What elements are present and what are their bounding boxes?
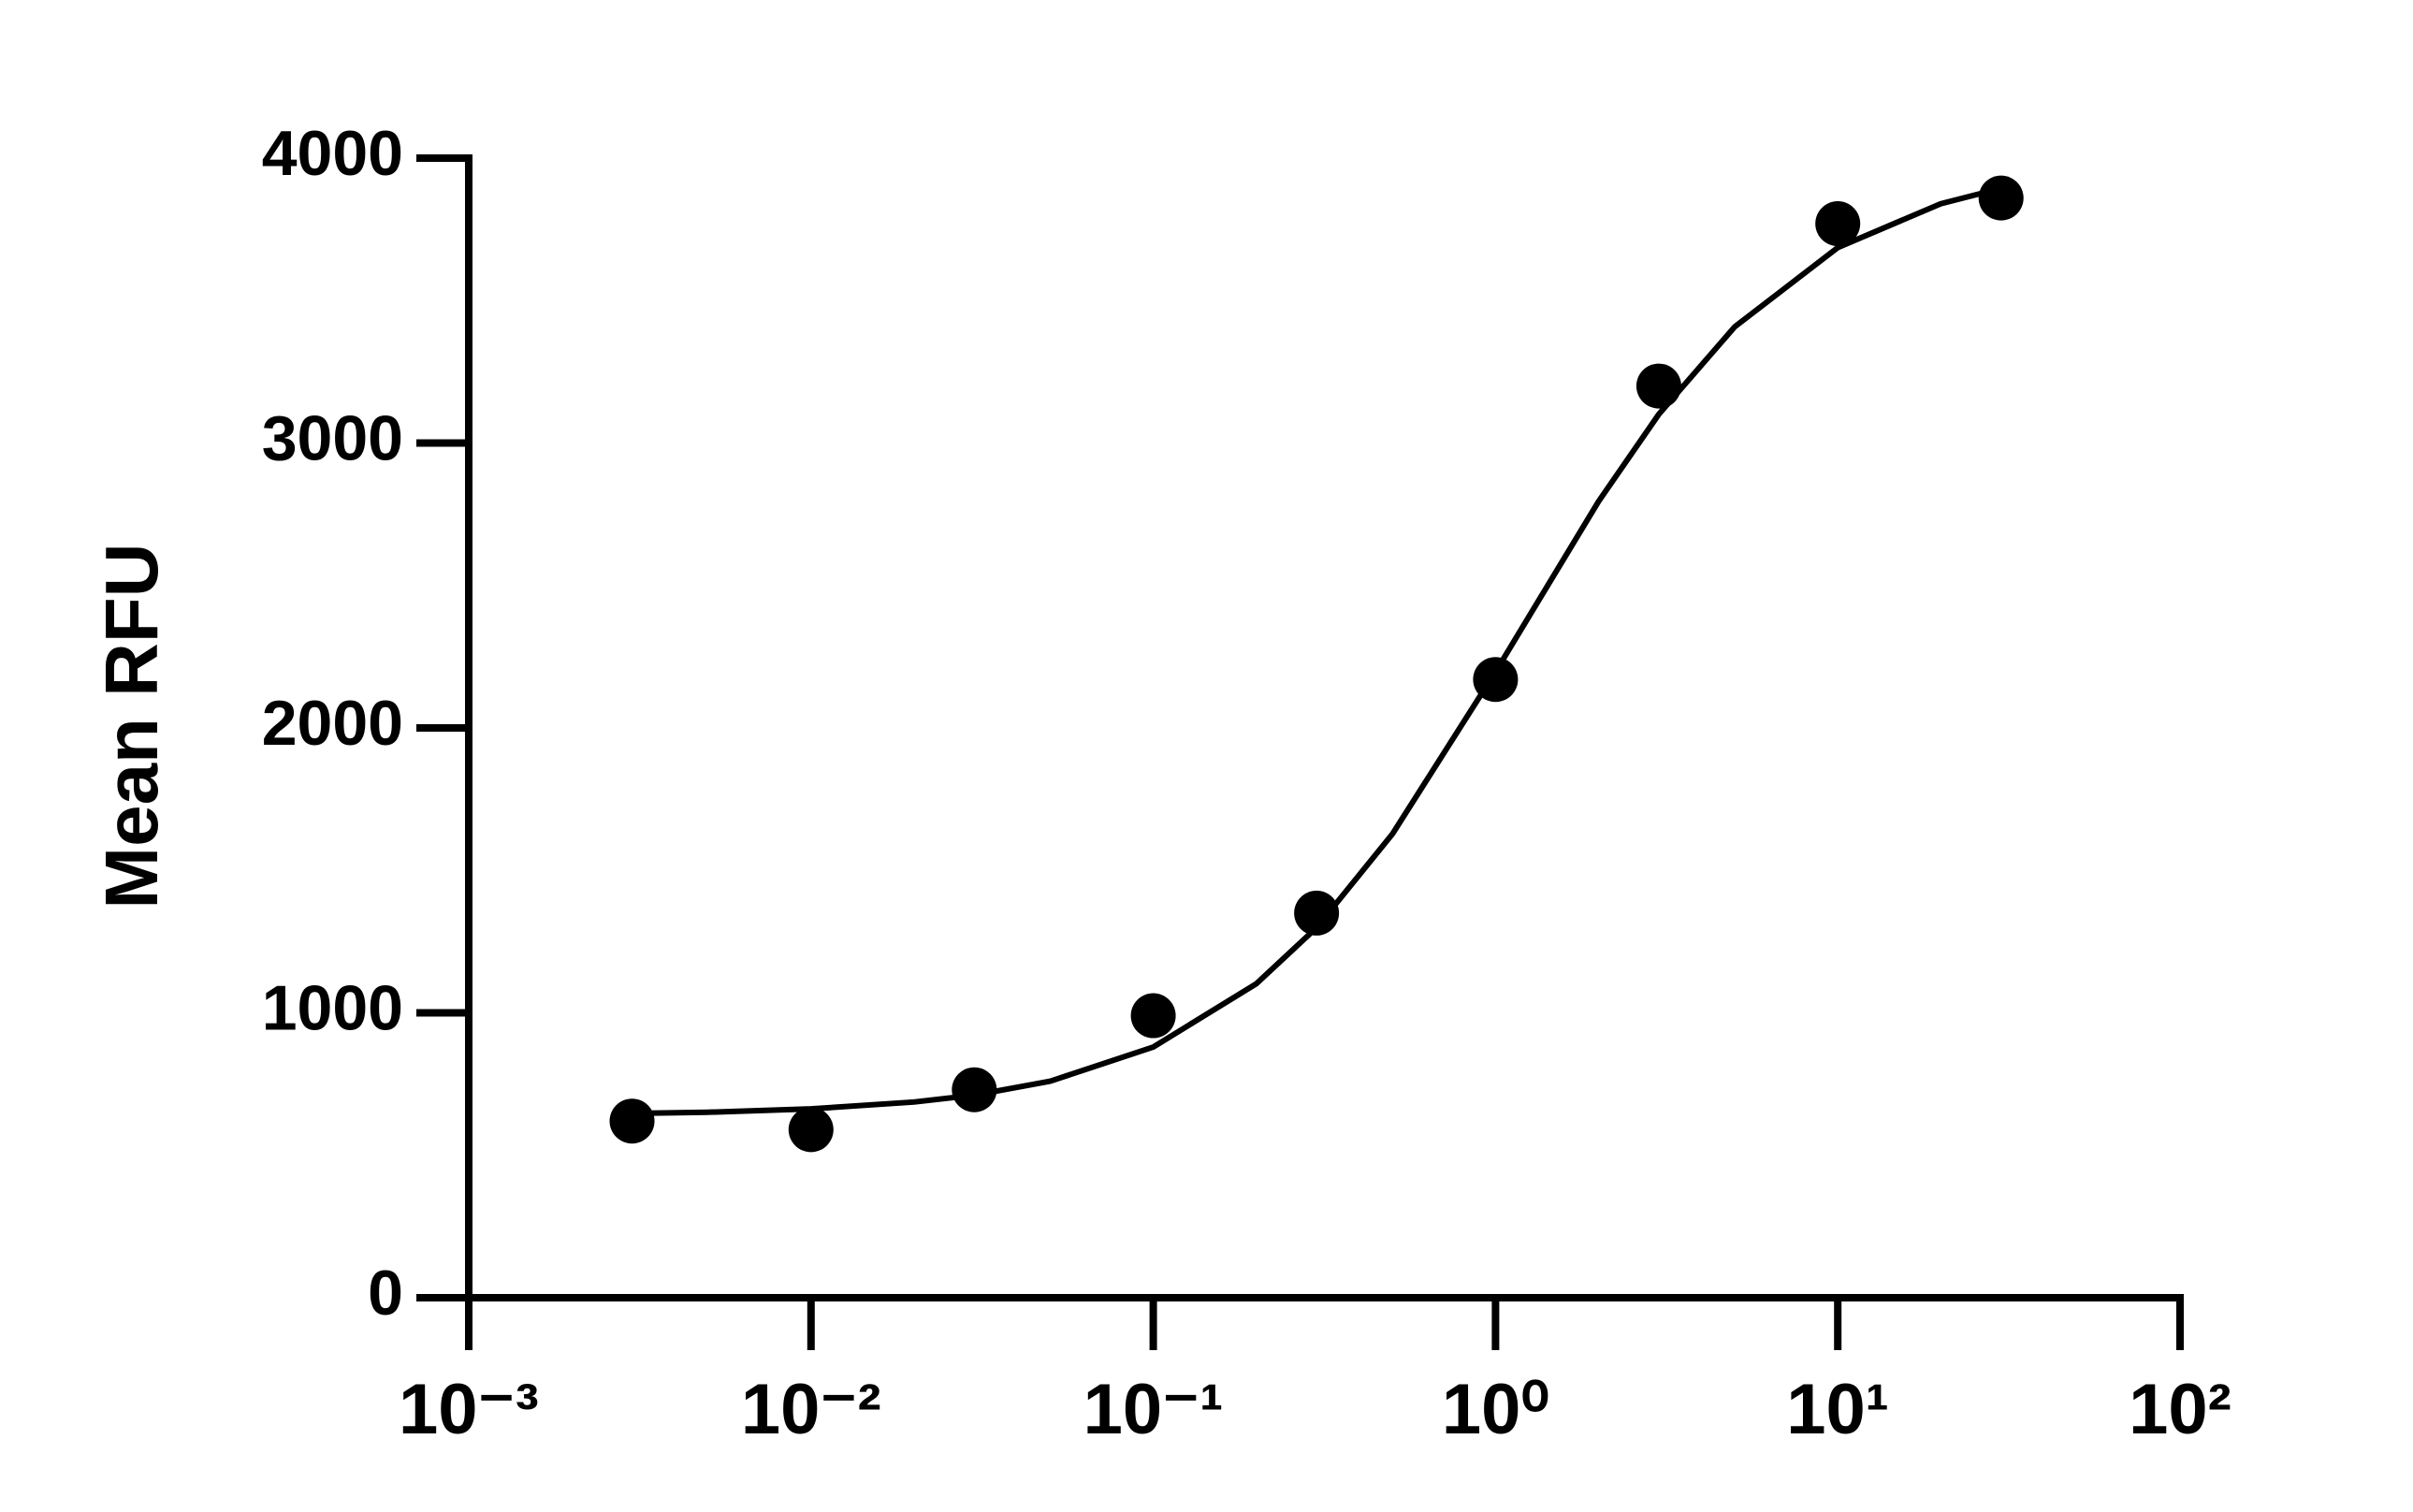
data-point [609,1098,655,1144]
data-point [1978,175,2024,221]
data-point [1473,657,1519,703]
data-point [952,1067,997,1112]
data-point [1130,993,1176,1039]
y-tick-label: 1000 [262,972,403,1043]
y-tick-label: 3000 [262,402,403,473]
y-tick-label: 2000 [262,688,403,759]
x-tick-label: 10¹ [1786,1370,1889,1449]
x-tick-label: 10⁻² [741,1370,881,1449]
y-axis-label: Mean RFU [90,543,173,909]
x-tick-label: 10⁰ [1442,1370,1549,1449]
fit-curve [632,185,2002,1116]
y-tick-label: 0 [368,1258,403,1329]
data-point [1294,890,1340,936]
x-tick-label: 10² [2129,1370,2231,1449]
x-tick-label: 10⁻³ [399,1370,539,1449]
data-point [1815,201,1861,247]
data-point [1635,363,1681,409]
y-tick-label: 4000 [262,118,403,189]
data-point [788,1107,834,1153]
x-tick-label: 10⁻¹ [1083,1370,1224,1449]
